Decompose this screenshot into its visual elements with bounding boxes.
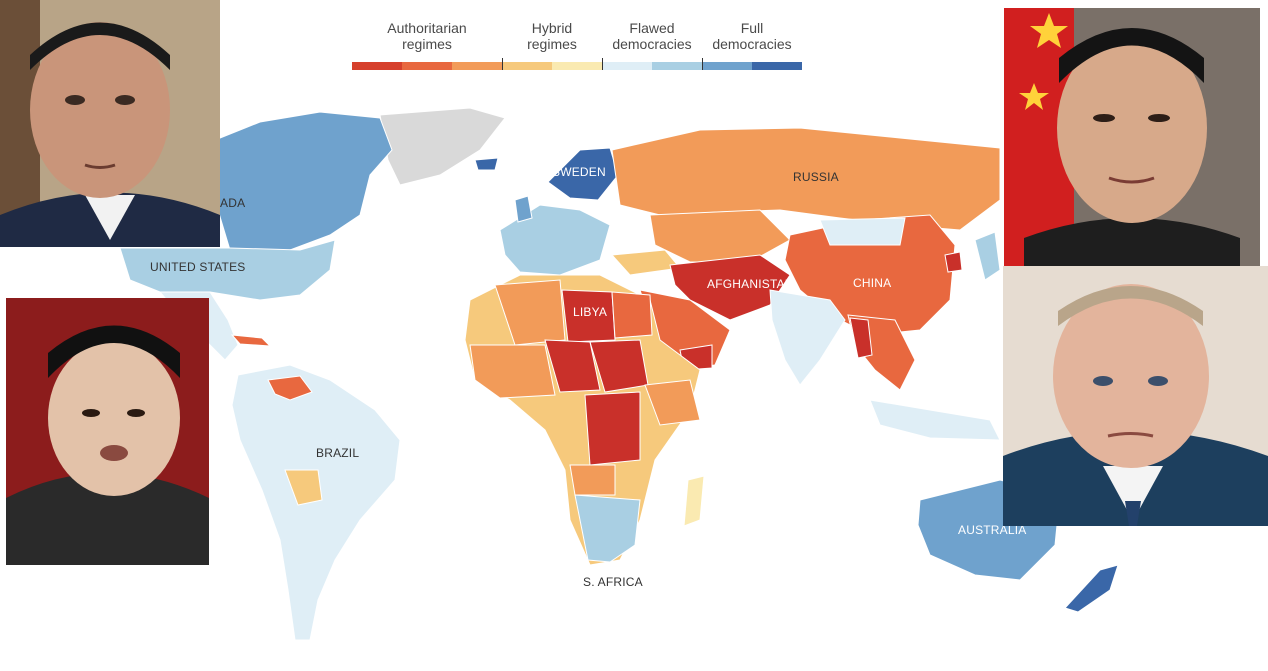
new-zealand-region <box>1064 564 1119 613</box>
portrait-top-right-image <box>1004 8 1260 266</box>
south-america-region <box>231 364 401 641</box>
legend: Authoritarian regimes Hybrid regimes Fla… <box>352 20 802 72</box>
legend-label-line: Full <box>740 20 764 36</box>
congo-region <box>584 391 641 466</box>
legend-swatch <box>452 62 502 70</box>
united-states-region <box>119 239 336 301</box>
portrait-right-bottom <box>1003 266 1268 526</box>
label-libya: LIBYA <box>573 305 608 319</box>
portrait-top-left <box>0 0 220 247</box>
indonesia-region <box>869 399 1001 441</box>
label-united-states: UNITED STATES <box>150 260 246 274</box>
legend-label-line: regimes <box>402 36 452 52</box>
cuba-region <box>230 334 272 347</box>
southern-africa-region <box>574 494 641 563</box>
uk-region <box>514 195 533 223</box>
legend-label-line: Hybrid <box>531 20 573 36</box>
legend-divider <box>502 58 503 70</box>
legend-label-line: democracies <box>712 36 792 52</box>
legend-label-full: Full democracies <box>697 20 807 52</box>
portrait-left-bottom <box>6 298 209 565</box>
legend-color-scale <box>352 62 802 70</box>
label-brazil: BRAZIL <box>316 446 360 460</box>
portrait-right-bottom-image <box>1003 266 1268 526</box>
label-afghanistan: AFGHANISTAN <box>707 277 794 291</box>
greenland-region <box>379 107 506 186</box>
label-russia: RUSSIA <box>793 170 839 184</box>
legend-swatch <box>402 62 452 70</box>
western-europe-region <box>499 204 611 276</box>
portrait-top-right <box>1004 8 1260 266</box>
algeria-region <box>494 279 566 346</box>
turkey-region <box>610 249 681 276</box>
myanmar-region <box>849 317 873 359</box>
india-region <box>769 289 846 386</box>
legend-label-line: Authoritarian <box>387 20 467 36</box>
ethiopia-region <box>644 379 701 426</box>
japan-region <box>974 231 1001 281</box>
legend-label-line: regimes <box>527 36 577 52</box>
legend-swatch <box>652 62 702 70</box>
angola-region <box>569 464 616 496</box>
legend-label-hybrid: Hybrid regimes <box>497 20 607 52</box>
portrait-top-left-image <box>0 0 220 247</box>
label-sweden: SWEDEN <box>552 165 606 179</box>
venezuela-region <box>267 375 313 401</box>
legend-swatch <box>752 62 802 70</box>
west-africa-region <box>469 344 556 399</box>
legend-label-authoritarian: Authoritarian regimes <box>372 20 482 52</box>
egypt-region <box>611 291 653 339</box>
iceland-region <box>474 157 499 171</box>
madagascar-region <box>683 475 705 527</box>
legend-label-line: Flawed <box>629 20 675 36</box>
legend-swatch <box>702 62 752 70</box>
legend-divider <box>702 58 703 70</box>
legend-label-line: democracies <box>612 36 692 52</box>
canada-region <box>214 111 393 251</box>
legend-swatch <box>552 62 602 70</box>
label-canada: ADA <box>220 196 246 210</box>
mongolia-region <box>819 217 906 246</box>
portrait-left-bottom-image <box>6 298 209 565</box>
label-china: CHINA <box>853 276 892 290</box>
label-south-africa: S. AFRICA <box>583 575 643 589</box>
legend-swatch <box>352 62 402 70</box>
legend-label-flawed: Flawed democracies <box>597 20 707 52</box>
chad-region <box>544 339 601 393</box>
iran-afghanistan-region <box>669 254 791 321</box>
libya-region <box>561 289 616 343</box>
kazakhstan-region <box>649 209 791 263</box>
north-korea-region <box>944 251 963 273</box>
legend-swatch <box>602 62 652 70</box>
bolivia-region <box>284 469 323 506</box>
label-australia: AUSTRALIA <box>958 523 1027 537</box>
legend-divider <box>602 58 603 70</box>
legend-swatch <box>502 62 552 70</box>
